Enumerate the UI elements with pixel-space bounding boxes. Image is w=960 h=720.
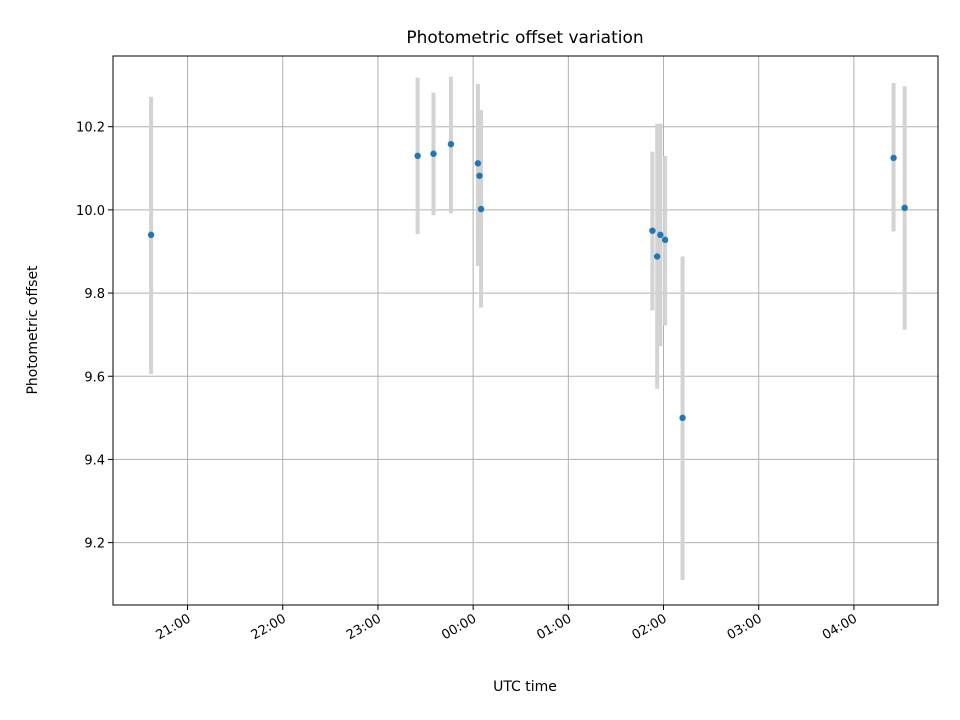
grid: [113, 56, 938, 605]
y-tick-label: 10.2: [76, 121, 105, 136]
x-axis-ticks: 21:00 22:00 23:00 00:00 01:00 02:00 03:00 04:00: [154, 605, 860, 643]
data-point: [653, 253, 661, 260]
data-point: [649, 227, 656, 234]
data-point: [476, 172, 483, 179]
data-point: [661, 236, 669, 244]
x-tick-label: 22:00: [249, 611, 289, 643]
y-tick-label: 9.4: [84, 453, 105, 468]
data-point: [657, 231, 664, 239]
data-point: [474, 160, 482, 167]
x-tick-label: 03:00: [725, 611, 765, 643]
x-tick-label: 23:00: [344, 611, 384, 643]
x-axis-label: UTC time: [493, 679, 557, 695]
y-tick-label: 9.8: [84, 287, 105, 302]
y-axis-label: Photometric offset: [25, 265, 41, 395]
data-point: [901, 204, 908, 212]
x-tick-label: 04:00: [820, 611, 860, 643]
data-point: [430, 150, 437, 157]
y-tick-label: 9.6: [84, 370, 105, 385]
data-point: [414, 152, 421, 160]
data-point: [679, 414, 686, 422]
plot-frame: [112, 55, 939, 606]
x-tick-label: 01:00: [534, 611, 574, 643]
y-axis-ticks: 9.2 9.4 9.6 9.8 10.0 10.2: [76, 121, 113, 552]
chart-title: Photometric offset variation: [406, 28, 643, 48]
data-points: [147, 140, 908, 422]
data-point: [147, 231, 155, 239]
data-point: [447, 140, 455, 148]
data-point: [477, 205, 485, 213]
data-point: [890, 154, 897, 162]
y-tick-label: 9.2: [84, 537, 105, 552]
x-tick-label: 02:00: [630, 611, 670, 643]
x-tick-label: 21:00: [154, 611, 194, 643]
y-tick-label: 10.0: [76, 204, 105, 219]
x-tick-label: 00:00: [439, 611, 479, 643]
error-bars: [149, 76, 907, 581]
